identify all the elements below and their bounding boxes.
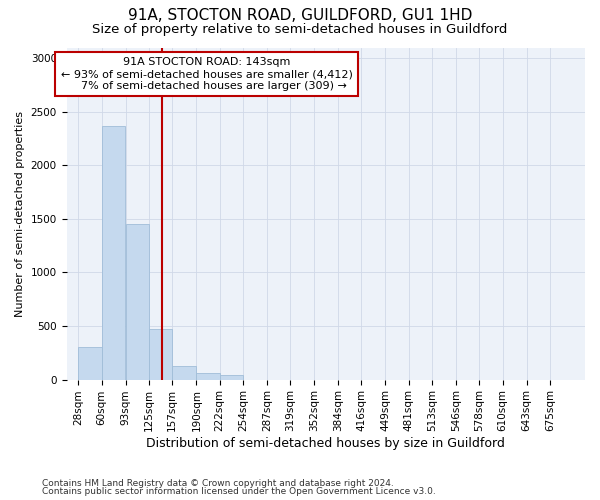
- Y-axis label: Number of semi-detached properties: Number of semi-detached properties: [15, 110, 25, 316]
- Bar: [172, 366, 196, 380]
- Bar: [196, 373, 220, 380]
- Bar: [101, 126, 125, 380]
- Text: Size of property relative to semi-detached houses in Guildford: Size of property relative to semi-detach…: [92, 22, 508, 36]
- Text: Contains HM Land Registry data © Crown copyright and database right 2024.: Contains HM Land Registry data © Crown c…: [42, 478, 394, 488]
- Text: Contains public sector information licensed under the Open Government Licence v3: Contains public sector information licen…: [42, 487, 436, 496]
- Bar: [78, 348, 101, 380]
- Text: 91A STOCTON ROAD: 143sqm
← 93% of semi-detached houses are smaller (4,412)
    7: 91A STOCTON ROAD: 143sqm ← 93% of semi-d…: [61, 58, 352, 90]
- X-axis label: Distribution of semi-detached houses by size in Guildford: Distribution of semi-detached houses by …: [146, 437, 505, 450]
- Bar: [220, 375, 243, 380]
- Bar: [125, 224, 149, 380]
- Bar: [149, 329, 172, 380]
- Text: 91A, STOCTON ROAD, GUILDFORD, GU1 1HD: 91A, STOCTON ROAD, GUILDFORD, GU1 1HD: [128, 8, 472, 22]
